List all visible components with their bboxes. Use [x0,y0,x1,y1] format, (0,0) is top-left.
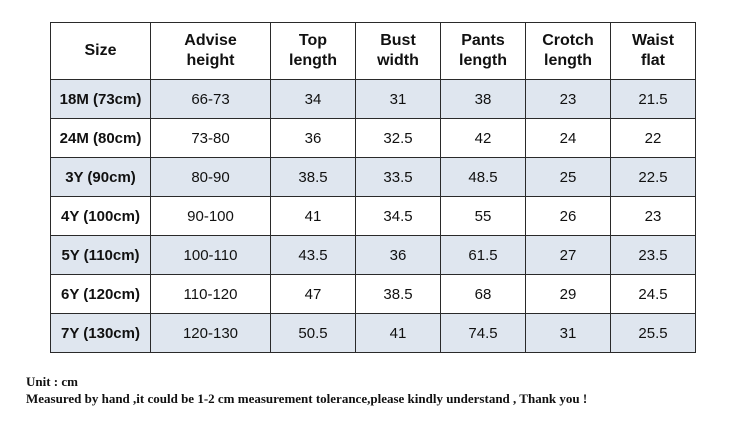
size-cell: 24M (80cm) [50,118,151,158]
table-cell: 34 [270,79,356,119]
table-cell: 23 [525,79,611,119]
table-cell: 25 [525,157,611,197]
table-cell: 23.5 [610,235,696,275]
table-cell: 47 [270,274,356,314]
table-cell: 24.5 [610,274,696,314]
table-row: 24M (80cm) 73-80 36 32.5 42 24 22 [50,118,696,158]
table-cell: 100-110 [150,235,271,275]
table-cell: 55 [440,196,526,236]
table-cell: 29 [525,274,611,314]
table-cell: 38.5 [355,274,441,314]
table-cell: 110-120 [150,274,271,314]
table-cell: 22.5 [610,157,696,197]
table-cell: 27 [525,235,611,275]
header-bust-width: Bust width [355,22,441,80]
table-row: 5Y (110cm) 100-110 43.5 36 61.5 27 23.5 [50,235,696,275]
table-cell: 48.5 [440,157,526,197]
table-cell: 66-73 [150,79,271,119]
header-top-length: Top length [270,22,356,80]
table-cell: 32.5 [355,118,441,158]
table-cell: 120-130 [150,313,271,353]
table-cell: 90-100 [150,196,271,236]
table-cell: 80-90 [150,157,271,197]
table-cell: 31 [525,313,611,353]
table-cell: 38.5 [270,157,356,197]
table-cell: 22 [610,118,696,158]
table-row: 18M (73cm) 66-73 34 31 38 23 21.5 [50,79,696,119]
table-cell: 38 [440,79,526,119]
table-cell: 25.5 [610,313,696,353]
table-cell: 36 [270,118,356,158]
table-cell: 36 [355,235,441,275]
table-cell: 50.5 [270,313,356,353]
size-cell: 4Y (100cm) [50,196,151,236]
notes-block: Unit : cm Measured by hand ,it could be … [26,373,587,407]
table-cell: 43.5 [270,235,356,275]
header-size: Size [50,22,151,80]
header-advise-height: Advise height [150,22,271,80]
size-chart-table: Size Advise height Top length Bust width… [50,22,696,353]
size-cell: 3Y (90cm) [50,157,151,197]
table-cell: 68 [440,274,526,314]
size-cell: 18M (73cm) [50,79,151,119]
table-cell: 73-80 [150,118,271,158]
table-row: 3Y (90cm) 80-90 38.5 33.5 48.5 25 22.5 [50,157,696,197]
header-crotch-length: Crotch length [525,22,611,80]
table-cell: 31 [355,79,441,119]
table-cell: 21.5 [610,79,696,119]
table-cell: 26 [525,196,611,236]
table-cell: 42 [440,118,526,158]
table-cell: 23 [610,196,696,236]
table-cell: 24 [525,118,611,158]
table-cell: 41 [355,313,441,353]
table-row: 7Y (130cm) 120-130 50.5 41 74.5 31 25.5 [50,313,696,353]
header-row: Size Advise height Top length Bust width… [50,22,696,80]
table-cell: 33.5 [355,157,441,197]
table-cell: 41 [270,196,356,236]
tolerance-note: Measured by hand ,it could be 1-2 cm mea… [26,391,588,406]
size-cell: 6Y (120cm) [50,274,151,314]
header-pants-length: Pants length [440,22,526,80]
table-row: 4Y (100cm) 90-100 41 34.5 55 26 23 [50,196,696,236]
table-cell: 74.5 [440,313,526,353]
table-cell: 61.5 [440,235,526,275]
table-row: 6Y (120cm) 110-120 47 38.5 68 29 24.5 [50,274,696,314]
header-waist-flat: Waist flat [610,22,696,80]
table-cell: 34.5 [355,196,441,236]
size-cell: 5Y (110cm) [50,235,151,275]
unit-note: Unit : cm [26,374,78,389]
size-cell: 7Y (130cm) [50,313,151,353]
